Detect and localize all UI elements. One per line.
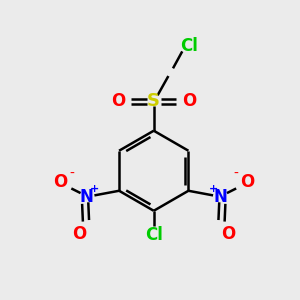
Text: -: - — [69, 167, 74, 181]
Text: N: N — [214, 188, 228, 206]
Text: O: O — [240, 172, 254, 190]
Text: +: + — [208, 184, 218, 194]
Text: O: O — [72, 225, 86, 243]
Text: O: O — [53, 172, 68, 190]
Text: O: O — [182, 92, 196, 110]
Text: Cl: Cl — [180, 37, 198, 55]
Text: -: - — [234, 167, 239, 181]
Text: Cl: Cl — [145, 226, 163, 244]
Text: +: + — [90, 184, 99, 194]
Text: N: N — [80, 188, 94, 206]
Text: O: O — [221, 225, 236, 243]
Text: O: O — [111, 92, 125, 110]
Text: S: S — [147, 92, 160, 110]
